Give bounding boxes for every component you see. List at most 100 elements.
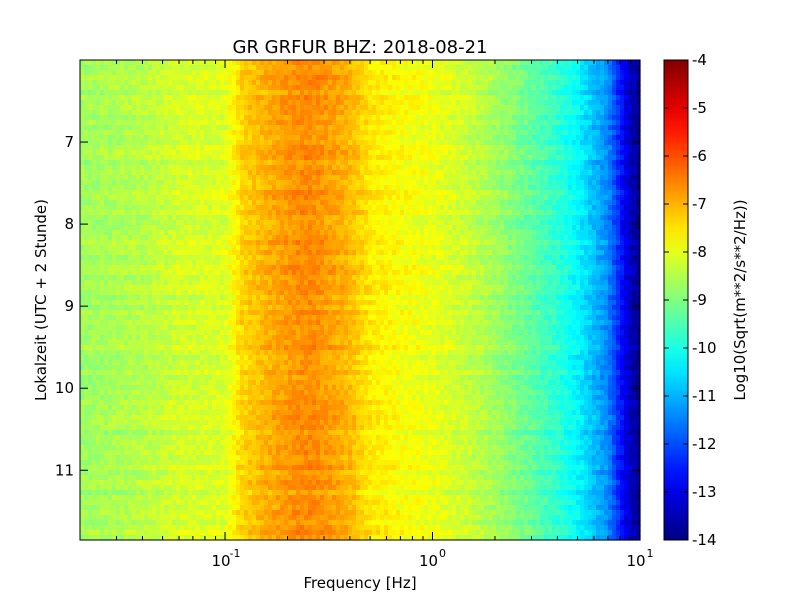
heatmap-cell <box>132 165 137 171</box>
heatmap-cell <box>92 295 97 301</box>
heatmap-cell <box>104 65 109 71</box>
heatmap-cell <box>116 405 121 411</box>
heatmap-cell <box>124 80 129 86</box>
heatmap-cell <box>252 525 257 531</box>
heatmap-cell <box>220 395 225 401</box>
heatmap-cell <box>264 320 269 326</box>
heatmap-cell <box>136 165 141 171</box>
heatmap-cell <box>220 335 225 341</box>
heatmap-cell <box>236 445 241 451</box>
heatmap-cell <box>184 60 189 66</box>
heatmap-cell <box>176 335 181 341</box>
heatmap-cell <box>184 425 189 431</box>
heatmap-cell <box>156 205 161 211</box>
heatmap-cell <box>136 375 141 381</box>
heatmap-cell <box>136 405 141 411</box>
heatmap-cell <box>88 370 93 376</box>
heatmap-cell <box>212 470 217 476</box>
heatmap-cell <box>224 345 229 351</box>
heatmap-cell <box>280 525 285 531</box>
heatmap-cell <box>176 340 181 346</box>
heatmap-cell <box>236 335 241 341</box>
heatmap-cell <box>200 170 205 176</box>
heatmap-cell <box>192 75 197 81</box>
heatmap-cell <box>228 390 233 396</box>
heatmap-cell <box>108 190 113 196</box>
heatmap-cell <box>176 265 181 271</box>
heatmap-cell <box>176 410 181 416</box>
heatmap-cell <box>92 335 97 341</box>
heatmap-cell <box>208 490 213 496</box>
heatmap-cell <box>132 520 137 526</box>
heatmap-cell <box>144 360 149 366</box>
heatmap-cell <box>256 425 261 431</box>
heatmap-cell <box>140 220 145 226</box>
heatmap-cell <box>192 500 197 506</box>
heatmap-cell <box>156 440 161 446</box>
heatmap-cell <box>284 110 289 116</box>
heatmap-cell <box>240 150 245 156</box>
heatmap-cell <box>104 235 109 241</box>
heatmap-cell <box>220 455 225 461</box>
heatmap-cell <box>224 355 229 361</box>
heatmap-cell <box>240 475 245 481</box>
heatmap-cell <box>104 200 109 206</box>
heatmap-cell <box>168 470 173 476</box>
heatmap-cell <box>96 520 101 526</box>
heatmap-cell <box>268 390 273 396</box>
heatmap-cell <box>208 65 213 71</box>
heatmap-cell <box>84 410 89 416</box>
heatmap-cell <box>108 210 113 216</box>
heatmap-cell <box>276 435 281 441</box>
heatmap-cell <box>128 450 133 456</box>
heatmap-cell <box>124 265 129 271</box>
heatmap-cell <box>260 155 265 161</box>
heatmap-cell <box>192 300 197 306</box>
heatmap-cell <box>112 315 117 321</box>
heatmap-cell <box>160 195 165 201</box>
heatmap-cell <box>148 165 153 171</box>
heatmap-cell <box>272 520 277 526</box>
heatmap-cell <box>276 335 281 341</box>
heatmap-cell <box>280 220 285 226</box>
heatmap-cell <box>184 155 189 161</box>
heatmap-cell <box>196 300 201 306</box>
heatmap-cell <box>96 235 101 241</box>
heatmap-cell <box>252 425 257 431</box>
heatmap-cell <box>252 340 257 346</box>
heatmap-cell <box>276 250 281 256</box>
heatmap-cell <box>224 465 229 471</box>
heatmap-cell <box>172 325 177 331</box>
heatmap-cell <box>272 375 277 381</box>
heatmap-cell <box>144 395 149 401</box>
heatmap-cell <box>268 520 273 526</box>
heatmap-cell <box>232 155 237 161</box>
heatmap-cell <box>248 300 253 306</box>
heatmap-cell <box>220 195 225 201</box>
heatmap-cell <box>116 400 121 406</box>
heatmap-cell <box>136 500 141 506</box>
heatmap-cell <box>224 410 229 416</box>
heatmap-cell <box>184 145 189 151</box>
heatmap-cell <box>140 180 145 186</box>
heatmap-cell <box>164 95 169 101</box>
heatmap-cell <box>200 415 205 421</box>
heatmap-cell <box>120 460 125 466</box>
heatmap-cell <box>236 520 241 526</box>
heatmap-cell <box>80 165 85 171</box>
heatmap-cell <box>276 245 281 251</box>
heatmap-cell <box>80 475 85 481</box>
heatmap-cell <box>244 260 249 266</box>
heatmap-cell <box>160 125 165 131</box>
heatmap-cell <box>152 275 157 281</box>
heatmap-cell <box>136 345 141 351</box>
heatmap-cell <box>196 415 201 421</box>
heatmap-cell <box>252 520 257 526</box>
heatmap-cell <box>132 120 137 126</box>
heatmap-cell <box>256 215 261 221</box>
heatmap-cell <box>204 245 209 251</box>
heatmap-cell <box>240 505 245 511</box>
heatmap-cell <box>268 135 273 141</box>
heatmap-cell <box>168 495 173 501</box>
heatmap-cell <box>244 470 249 476</box>
